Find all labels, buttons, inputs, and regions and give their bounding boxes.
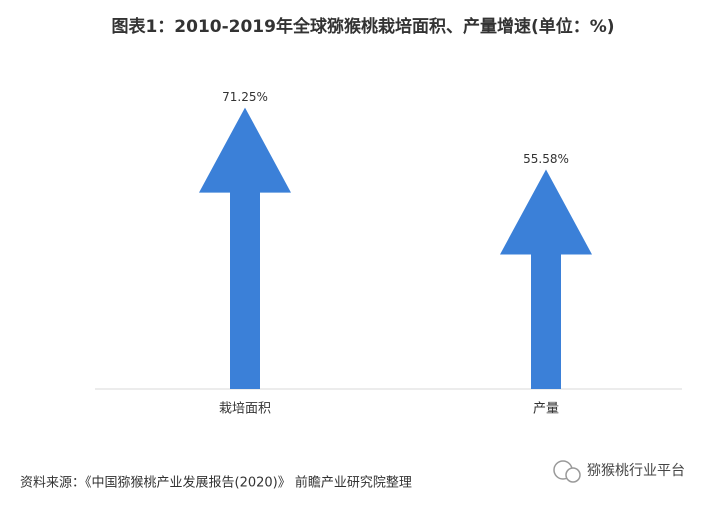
- arrow-bar: [500, 169, 592, 389]
- value-label: 71.25%: [222, 90, 268, 104]
- chart-title: 图表1：2010-2019年全球猕猴桃栽培面积、产量增速(单位：%): [111, 16, 614, 37]
- x-tick-label: 栽培面积: [219, 401, 271, 417]
- watermark: 猕猴桃行业平台: [587, 463, 685, 479]
- arrow-bar: [199, 107, 291, 389]
- source-note: 资料来源：《中国猕猴桃产业发展报告(2020)》 前瞻产业研究院整理: [20, 475, 412, 491]
- value-label: 55.58%: [523, 152, 569, 166]
- x-tick-label: 产量: [533, 402, 559, 417]
- watermark-icon: [553, 460, 581, 483]
